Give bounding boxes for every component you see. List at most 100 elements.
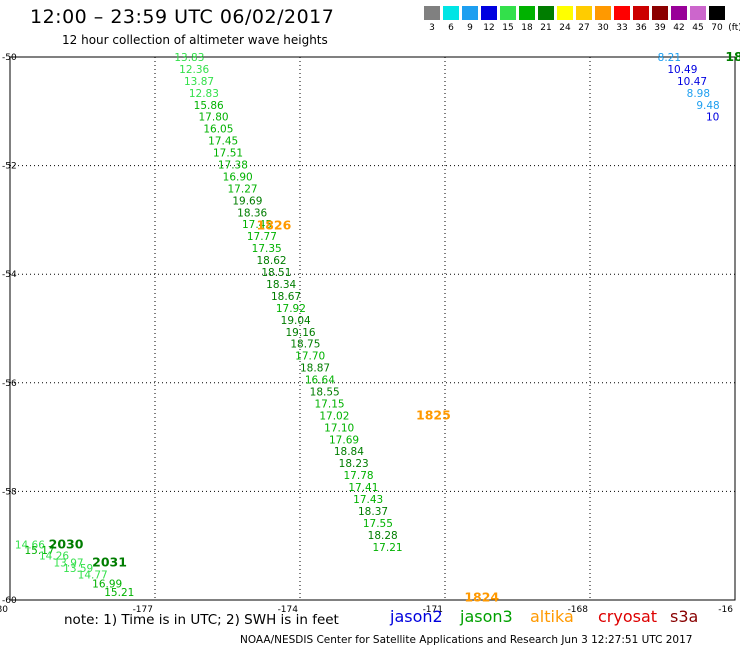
legend-label: 9 bbox=[467, 23, 473, 33]
swh-value: 18.37 bbox=[358, 506, 388, 518]
swh-value: 18.34 bbox=[266, 279, 296, 291]
swh-value: 17.55 bbox=[363, 518, 393, 530]
y-tick-label: -52 bbox=[2, 162, 17, 172]
swh-value: 17.15 bbox=[315, 398, 345, 410]
swh-value: 16.64 bbox=[305, 375, 335, 387]
satellite-altika: altika bbox=[530, 607, 574, 626]
swh-value: 18.84 bbox=[334, 446, 364, 458]
swh-value: 17.02 bbox=[319, 410, 349, 422]
swh-value: 18.67 bbox=[271, 291, 301, 303]
legend-label: 45 bbox=[692, 23, 704, 33]
swh-value: 12.83 bbox=[189, 88, 219, 100]
swh-value: 18.87 bbox=[300, 363, 330, 375]
x-tick-label: -177 bbox=[133, 605, 153, 615]
swh-value: 17.45 bbox=[208, 136, 238, 148]
y-tick-label: -50 bbox=[2, 53, 17, 63]
x-tick-label: -16 bbox=[718, 605, 733, 615]
swh-value: 10.47 bbox=[677, 76, 707, 88]
y-tick-label: -54 bbox=[2, 270, 17, 280]
time-label: 1826 bbox=[257, 217, 292, 232]
legend-label: 3 bbox=[429, 23, 435, 33]
swh-value: 18.75 bbox=[290, 339, 320, 351]
swh-value: 13.83 bbox=[174, 52, 204, 64]
swh-value: 17.27 bbox=[228, 183, 258, 195]
legend-swatch bbox=[462, 6, 478, 20]
time-labels: 1826 1825 1824 183 2030 2031 bbox=[49, 49, 740, 604]
swh-value: 19.16 bbox=[286, 327, 316, 339]
legend-label: 39 bbox=[654, 23, 666, 33]
data-points: 13.8312.3613.8712.8315.8617.8016.0517.45… bbox=[15, 52, 720, 599]
swh-value: 19.04 bbox=[281, 315, 311, 327]
footer-note: note: 1) Time is in UTC; 2) SWH is in fe… bbox=[64, 612, 339, 628]
wave-height-plot: -180 -177 -174 -171 -168 -16 -50 -52 -54 -56 -58 -6… bbox=[0, 49, 740, 615]
swh-value: 13.97 bbox=[54, 558, 84, 570]
swh-value: 14.77 bbox=[78, 569, 108, 581]
swh-value: 13.87 bbox=[184, 76, 214, 88]
credit-line: NOAA/NESDIS Center for Satellite Applica… bbox=[240, 634, 693, 646]
legend-swatch bbox=[576, 6, 592, 20]
swh-value: 18.62 bbox=[257, 255, 287, 267]
legend-swatch bbox=[614, 6, 630, 20]
satellite-s3a: s3a bbox=[670, 607, 699, 626]
swh-value: 17.45 bbox=[242, 219, 272, 231]
y-tick-label: -56 bbox=[2, 379, 17, 389]
plot-frame bbox=[9, 56, 736, 601]
swh-value: 19.69 bbox=[232, 195, 262, 207]
swh-value: 15.86 bbox=[194, 100, 224, 112]
swh-value: 17.38 bbox=[218, 160, 248, 172]
swh-value: 17.77 bbox=[247, 231, 277, 243]
swh-value: 9.48 bbox=[696, 100, 719, 112]
swh-value: 18.51 bbox=[261, 267, 291, 279]
swh-value: 8.98 bbox=[687, 88, 710, 100]
legend-label: 36 bbox=[635, 23, 647, 33]
legend-swatch bbox=[595, 6, 611, 20]
swh-value: 18.23 bbox=[339, 458, 369, 470]
swh-value: 17.35 bbox=[252, 243, 282, 255]
legend-swatch bbox=[709, 6, 725, 20]
legend-swatch bbox=[424, 6, 440, 20]
satellite-jason2: jason2 bbox=[390, 607, 443, 626]
time-label: 2031 bbox=[92, 555, 127, 570]
swh-value: 16.90 bbox=[223, 171, 253, 183]
legend-label: 6 bbox=[448, 23, 454, 33]
legend-label: 21 bbox=[540, 23, 552, 33]
swh-value: 15.17 bbox=[25, 545, 55, 557]
y-tick-label: -58 bbox=[2, 487, 17, 497]
swh-value: 16.05 bbox=[203, 124, 233, 136]
legend-label: 27 bbox=[578, 23, 590, 33]
legend-swatch bbox=[443, 6, 459, 20]
legend-label: 18 bbox=[521, 23, 533, 33]
grid bbox=[10, 57, 735, 600]
swh-value: 14.66 bbox=[15, 540, 45, 552]
page-title: 12:00 – 23:59 UTC 06/02/2017 bbox=[30, 6, 335, 28]
legend-label: 33 bbox=[616, 23, 628, 33]
swh-value: 8.21 bbox=[658, 52, 681, 64]
legend-label: 42 bbox=[673, 23, 685, 33]
legend-label: 70 bbox=[711, 23, 723, 33]
swh-value: 17.70 bbox=[295, 351, 325, 363]
legend-swatch bbox=[538, 6, 554, 20]
swh-value: 17.41 bbox=[348, 482, 378, 494]
satellite-jason3: jason3 bbox=[460, 607, 513, 626]
swh-value: 18.55 bbox=[310, 386, 340, 398]
swh-value: 16.99 bbox=[92, 579, 122, 591]
chart-subtitle: 12 hour collection of altimeter wave hei… bbox=[62, 33, 328, 47]
swh-value: 17.92 bbox=[276, 303, 306, 315]
x-tick-label: -180 bbox=[0, 605, 8, 615]
swh-value: 18.36 bbox=[237, 207, 267, 219]
swh-value: 17.80 bbox=[199, 112, 229, 124]
legend-swatch bbox=[481, 6, 497, 20]
legend-swatch bbox=[690, 6, 706, 20]
swh-value: 12.36 bbox=[179, 64, 209, 76]
swh-value: 17.21 bbox=[373, 542, 403, 554]
legend-label: 30 bbox=[597, 23, 609, 33]
legend-label: 15 bbox=[502, 23, 514, 33]
legend-swatch bbox=[633, 6, 649, 20]
swh-value: 17.78 bbox=[344, 470, 374, 482]
swh-value: 10.49 bbox=[667, 64, 697, 76]
legend-swatch bbox=[671, 6, 687, 20]
swh-value: 14.26 bbox=[39, 550, 69, 562]
swh-value: 17.10 bbox=[324, 422, 354, 434]
legend-swatch bbox=[500, 6, 516, 20]
swh-value: 13.59 bbox=[63, 563, 93, 575]
